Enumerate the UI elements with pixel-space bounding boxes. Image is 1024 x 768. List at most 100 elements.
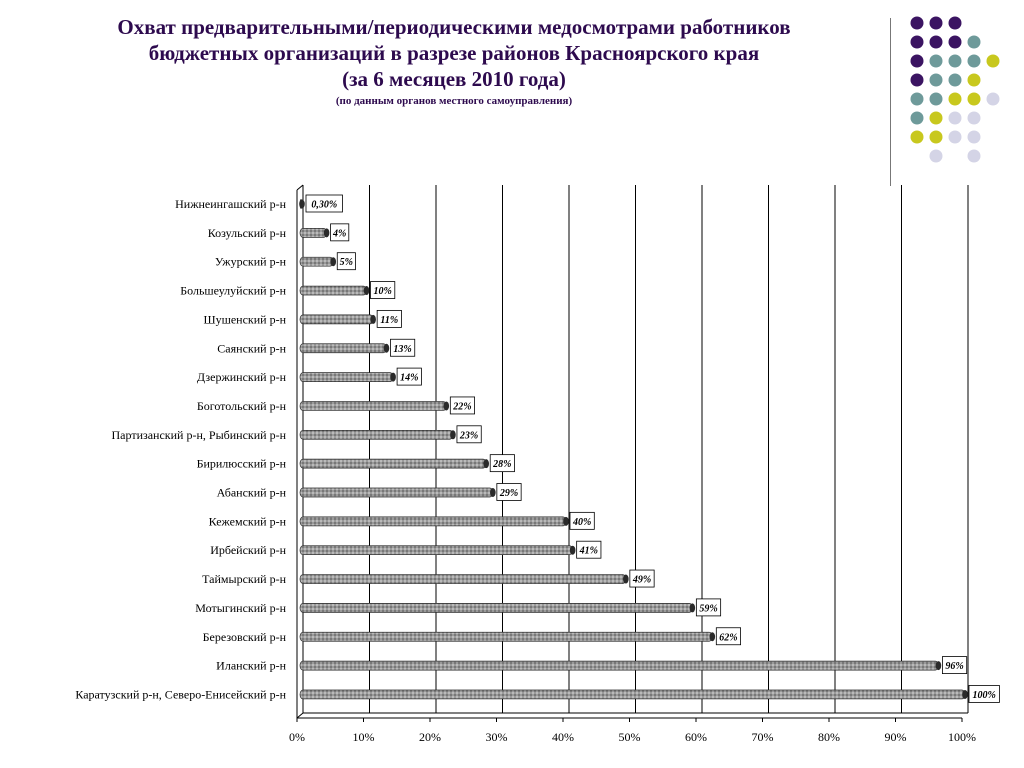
data-label-box <box>370 281 396 299</box>
bar <box>299 314 374 325</box>
chart-depth-edge <box>296 184 304 191</box>
x-tick-label: 100% <box>948 730 976 744</box>
bar <box>299 516 567 527</box>
bar <box>299 574 627 584</box>
data-label: 62% <box>719 632 737 643</box>
decorative-dot <box>948 16 962 30</box>
data-label: 49% <box>632 575 651 586</box>
bar-row: Саянский р-н 13% <box>217 338 416 357</box>
decorative-dot <box>948 92 962 106</box>
decorative-dot <box>967 149 981 163</box>
data-label: 0,30% <box>311 200 337 211</box>
page-title-line-3: (за 6 месяцев 2010 года) <box>342 67 566 91</box>
data-label: 10% <box>373 286 391 297</box>
decorative-dot <box>929 149 943 163</box>
category-label: Каратузский р-н, Северо-Енисейский р-н <box>75 687 286 701</box>
decorative-dot <box>967 73 981 87</box>
category-label: Партизанский р-н, Рыбинский р-н <box>111 428 286 442</box>
decorative-dot <box>929 130 943 144</box>
bar <box>299 545 573 556</box>
data-label: 4% <box>332 228 346 239</box>
data-label-box <box>390 338 416 357</box>
decorative-divider <box>890 18 891 186</box>
data-label: 29% <box>499 488 518 499</box>
x-tick-label: 50% <box>619 730 641 744</box>
x-tick-label: 80% <box>818 730 840 744</box>
data-label: 14% <box>400 373 418 384</box>
bar-end-cap <box>709 632 716 642</box>
bar-end-cap <box>490 488 496 497</box>
category-label: Саянский р-н <box>217 341 286 355</box>
category-label: Козульский р-н <box>208 226 287 240</box>
category-label: Боготольский р-н <box>197 399 287 413</box>
decorative-dot <box>967 54 981 68</box>
decorative-dot <box>929 54 943 68</box>
bar-row: Кежемский р-н 40% <box>209 511 595 530</box>
decorative-dot <box>910 130 924 144</box>
decorative-dot <box>929 111 943 125</box>
decorative-dot <box>910 73 924 87</box>
bar-end-cap <box>323 228 330 238</box>
bar <box>299 631 713 642</box>
data-label: 41% <box>579 546 598 557</box>
page-subtitle: (по данным органов местного самоуправлен… <box>335 95 573 107</box>
x-tick-label: 90% <box>885 730 907 744</box>
data-label-box <box>330 223 350 242</box>
decorative-dot-grid <box>910 16 1000 163</box>
bar <box>299 429 454 440</box>
category-label: Абанский р-н <box>217 486 287 500</box>
bar-row: Абанский р-н 29% <box>217 483 522 501</box>
decorative-dot <box>910 16 924 30</box>
data-label: 100% <box>973 690 996 701</box>
bar-end-cap <box>483 459 490 469</box>
bar <box>299 487 494 498</box>
decorative-dot <box>967 92 981 106</box>
data-label-box <box>695 598 722 617</box>
bar-end-cap <box>383 343 390 353</box>
x-tick-label: 20% <box>419 730 441 744</box>
data-label: 13% <box>393 344 411 355</box>
category-label: Кежемский р-н <box>209 514 287 528</box>
data-label: 28% <box>492 459 511 470</box>
bar-row: Боготольский р-н 22% <box>197 396 475 415</box>
data-label-box <box>629 569 655 588</box>
bar-end-cap <box>962 689 968 699</box>
bar <box>299 689 966 700</box>
bar <box>299 603 693 613</box>
bar-end-cap <box>450 430 456 440</box>
decorative-dot <box>948 73 962 87</box>
decorative-dot <box>910 92 924 106</box>
decorative-dot <box>929 16 943 30</box>
bar-end-cap <box>689 603 696 613</box>
decorative-dot <box>948 35 962 49</box>
category-label: Большеулуйский р-н <box>180 284 286 298</box>
data-label-box <box>396 367 422 386</box>
category-label: Бирилюсский р-н <box>197 457 287 471</box>
bar-row: Большеулуйский р-н 10% <box>180 281 396 299</box>
bar-end-cap <box>330 257 337 267</box>
bar-row: Нижнеингашский р-н 0,30% <box>175 194 343 213</box>
bar-row: Шушенский р-н 11% <box>203 309 402 328</box>
category-label: Ужурский р-н <box>215 255 287 269</box>
category-label: Дзержинский р-н <box>197 370 287 384</box>
category-label: Таймырский р-н <box>202 572 286 586</box>
data-label-box <box>569 511 595 530</box>
data-label: 40% <box>572 517 591 528</box>
bar-end-cap <box>370 314 376 324</box>
category-label: Ирбейский р-н <box>210 543 286 557</box>
x-tick-label: 60% <box>685 730 707 744</box>
bar-end-cap <box>569 545 576 555</box>
data-label-box <box>942 656 968 674</box>
bar-end-cap <box>563 516 569 526</box>
title-block: Охват предварительными/периодическими ме… <box>20 14 888 108</box>
category-label: Шушенский р-н <box>203 312 286 326</box>
data-label-box <box>336 252 356 271</box>
bar <box>299 458 487 469</box>
bar-end-cap <box>443 401 450 411</box>
bar <box>299 228 327 238</box>
data-label-box <box>576 540 602 559</box>
bar <box>299 660 939 671</box>
data-label-box <box>456 425 482 444</box>
category-label: Березовский р-н <box>203 630 287 644</box>
